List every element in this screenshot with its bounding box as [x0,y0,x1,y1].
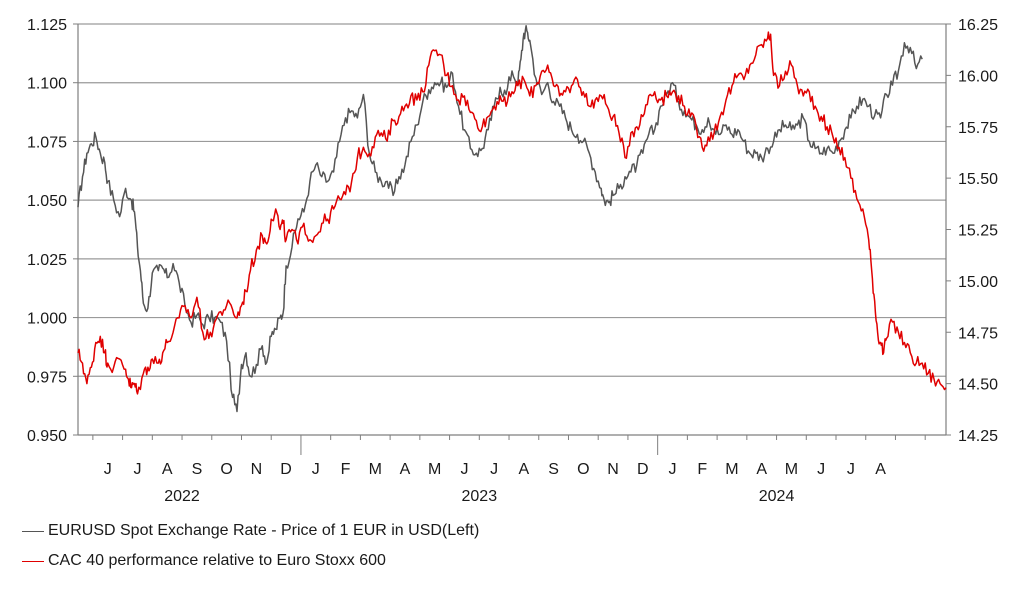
left-tick-label: 0.950 [27,428,67,445]
legend-item-cac40-relative: CAC 40 performance relative to Euro Stox… [22,552,386,570]
month-label: J [104,461,112,478]
right-tick-label: 14.75 [958,325,998,342]
year-label: 2024 [759,488,795,505]
gridlines [78,23,946,377]
month-label: F [697,461,707,478]
right-tick-label: 14.25 [958,428,998,445]
left-tick-label: 1.125 [27,17,67,34]
right-tick-label: 16.25 [958,17,998,34]
month-label: M [725,461,738,478]
right-tick-label: 15.00 [958,274,998,291]
right-tick-label: 15.75 [958,120,998,137]
series-lines [77,25,947,413]
month-label: N [607,461,619,478]
legend-swatch-eurusd [22,530,44,532]
left-tick-label: 1.025 [27,252,67,269]
month-label: J [490,461,498,478]
left-tick-label: 1.075 [27,134,67,151]
year-label: 2022 [164,488,200,505]
month-label: M [369,461,382,478]
month-label: J [312,461,320,478]
month-label: J [460,461,468,478]
left-tick-label: 1.050 [27,193,67,210]
right-tick-label: 16.00 [958,68,998,85]
month-label: N [251,461,263,478]
month-label: A [162,461,173,478]
right-axis-ticks: 14.25 14.50 14.75 15.00 15.25 15.50 15.75 16.00… [946,17,998,445]
month-label: M [785,461,798,478]
legend-swatch-cac40-relative [22,560,44,562]
series-line-cac40-relative [77,31,947,395]
month-label: A [756,461,767,478]
month-label: O [577,461,589,478]
month-label: A [400,461,411,478]
left-tick-label: 0.975 [27,369,67,386]
month-label: D [637,461,649,478]
month-label: D [280,461,292,478]
month-label: A [519,461,530,478]
month-label: J [133,461,141,478]
month-label: J [847,461,855,478]
month-label: J [669,461,677,478]
right-tick-label: 14.50 [958,377,998,394]
left-axis-ticks: 0.950 0.975 1.000 1.025 1.050 1.075 1.100 1.125 [27,17,78,445]
right-tick-label: 15.50 [958,171,998,188]
left-tick-label: 1.000 [27,311,67,328]
legend-label-cac40-relative: CAC 40 performance relative to Euro Stox… [48,552,386,569]
right-tick-label: 15.25 [958,223,998,240]
month-label: S [192,461,203,478]
month-label: M [428,461,441,478]
legend-label-eurusd: EURUSD Spot Exchange Rate - Price of 1 E… [48,522,480,539]
legend-item-eurusd: EURUSD Spot Exchange Rate - Price of 1 E… [22,522,479,540]
month-label: A [875,461,886,478]
year-label: 2023 [462,488,498,505]
series-line-eurusd [77,25,923,413]
month-label: J [817,461,825,478]
month-label: S [548,461,559,478]
axes [77,24,947,436]
month-label: F [341,461,351,478]
left-tick-label: 1.100 [27,76,67,93]
month-label: O [220,461,232,478]
